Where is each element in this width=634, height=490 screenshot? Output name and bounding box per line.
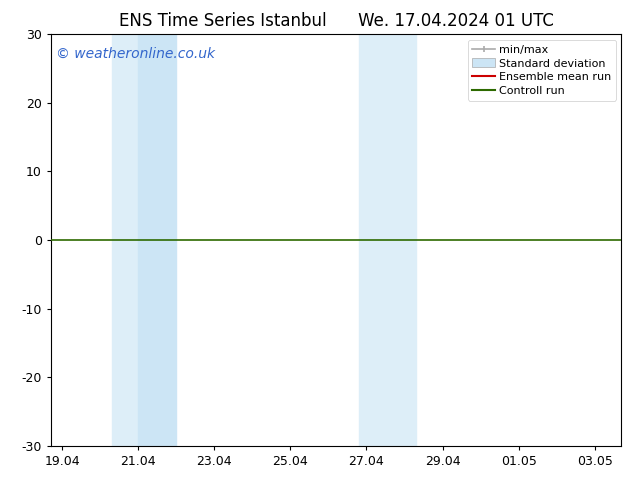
Title: ENS Time Series Istanbul      We. 17.04.2024 01 UTC: ENS Time Series Istanbul We. 17.04.2024 … <box>119 12 553 30</box>
Bar <box>359 34 416 446</box>
Legend: min/max, Standard deviation, Ensemble mean run, Controll run: min/max, Standard deviation, Ensemble me… <box>468 40 616 100</box>
Text: © weatheronline.co.uk: © weatheronline.co.uk <box>56 47 216 61</box>
Bar <box>112 34 138 446</box>
Bar <box>138 34 176 446</box>
